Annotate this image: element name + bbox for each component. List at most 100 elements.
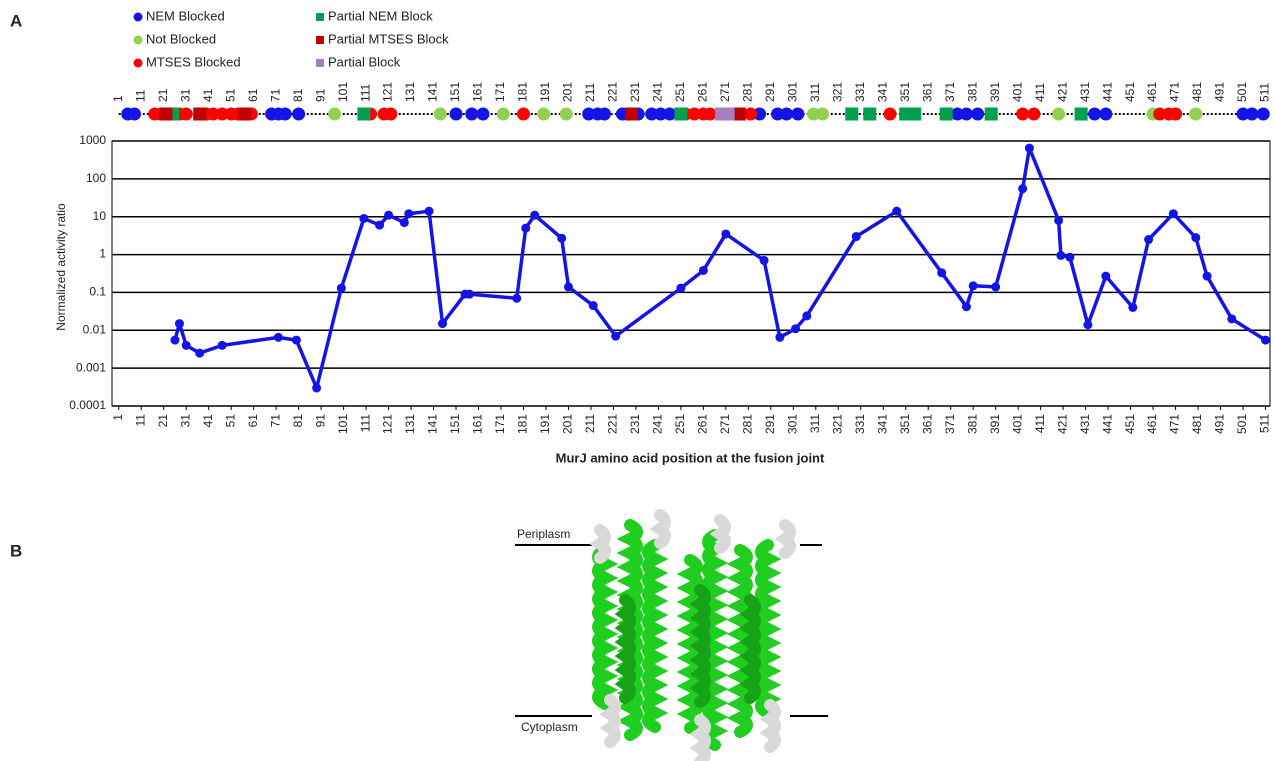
x-tick-label: 281 <box>741 414 755 434</box>
data-point <box>852 232 861 241</box>
x-tick-label: 351 <box>898 414 912 434</box>
x-tick-label: 171 <box>493 414 507 434</box>
legend-symbol <box>316 36 324 44</box>
y-tick-label: 0.1 <box>89 285 106 299</box>
track-tick-label: 341 <box>875 82 889 102</box>
figure: A B Normalized activity ratio MurJ amino… <box>0 0 1275 761</box>
track-marker <box>971 108 984 121</box>
x-tick-label: 111 <box>358 414 372 433</box>
x-tick-label: 271 <box>718 414 732 434</box>
data-point <box>1018 184 1027 193</box>
track-marker <box>733 108 746 121</box>
track-tick-label: 111 <box>358 83 372 102</box>
data-point <box>760 256 769 265</box>
track-tick-label: 221 <box>606 82 620 102</box>
track-marker <box>940 108 953 121</box>
track-marker <box>1189 108 1202 121</box>
track-marker <box>1246 108 1259 121</box>
data-point <box>384 211 393 220</box>
data-point <box>218 341 227 350</box>
track-marker <box>663 108 676 121</box>
track-marker <box>780 108 793 121</box>
track-marker <box>238 108 251 121</box>
y-tick-label: 1000 <box>79 133 106 147</box>
data-point <box>1128 303 1137 312</box>
track-marker <box>465 108 478 121</box>
data-point <box>969 281 978 290</box>
panel-label: B <box>10 541 22 560</box>
track-tick-label: 491 <box>1213 82 1227 102</box>
track-marker <box>497 108 510 121</box>
x-tick-label: 321 <box>830 414 844 434</box>
track-marker <box>704 108 717 121</box>
helix <box>700 720 705 761</box>
x-tick-label: 381 <box>965 414 979 434</box>
legend-label: Partial MTSES Block <box>328 31 449 46</box>
data-point <box>1083 320 1092 329</box>
track-marker <box>816 108 829 121</box>
x-tick-label: 391 <box>988 414 1002 434</box>
track-tick-label: 311 <box>808 83 822 102</box>
track-marker <box>193 108 206 121</box>
legend-label: Partial NEM Block <box>328 8 433 23</box>
track-tick-label: 391 <box>988 82 1002 102</box>
x-tick-label: 451 <box>1123 414 1137 434</box>
data-point <box>521 224 530 233</box>
x-tick-label: 471 <box>1168 414 1182 434</box>
track-marker <box>985 108 998 121</box>
x-tick-label: 441 <box>1100 414 1114 434</box>
data-point <box>791 324 800 333</box>
x-tick-label: 41 <box>201 414 215 428</box>
track-tick-label: 211 <box>583 83 597 102</box>
data-point <box>1227 314 1236 323</box>
track-marker <box>159 108 172 121</box>
x-tick-label: 341 <box>875 414 889 434</box>
legend-label: MTSES Blocked <box>146 54 241 69</box>
track-tick-label: 61 <box>246 88 260 102</box>
data-point <box>1169 209 1178 218</box>
track-marker <box>180 108 193 121</box>
helix <box>750 600 755 698</box>
track-marker <box>1088 108 1101 121</box>
x-tick-label: 11 <box>133 414 147 427</box>
x-tick-label: 141 <box>426 414 440 434</box>
track-marker <box>517 108 530 121</box>
x-tick-label: 71 <box>268 414 282 428</box>
x-tick-label: 481 <box>1190 414 1204 434</box>
x-tick-label: 401 <box>1010 414 1024 434</box>
x-tick-label: 511 <box>1258 414 1272 433</box>
y-axis-title: Normalized activity ratio <box>54 203 68 331</box>
data-point <box>589 301 598 310</box>
legend-symbol <box>316 13 324 21</box>
track-marker <box>722 108 735 121</box>
track-marker <box>845 108 858 121</box>
track-marker <box>1075 108 1088 121</box>
data-point <box>1203 272 1212 281</box>
track-marker <box>328 108 341 121</box>
track-tick-label: 461 <box>1145 82 1159 102</box>
x-tick-label: 251 <box>673 414 687 434</box>
track-marker <box>450 108 463 121</box>
data-point <box>962 302 971 311</box>
membrane-label: Cytoplasm <box>521 720 578 734</box>
x-tick-label: 61 <box>246 414 260 428</box>
track-marker <box>908 108 921 121</box>
x-tick-label: 181 <box>516 414 530 434</box>
x-tick-label: 461 <box>1145 414 1159 434</box>
x-tick-label: 31 <box>178 414 192 428</box>
track-tick-label: 21 <box>156 88 170 102</box>
x-tick-label: 501 <box>1235 414 1249 434</box>
track-marker <box>357 108 370 121</box>
data-point <box>557 234 566 243</box>
x-tick-label: 301 <box>785 414 799 434</box>
helix <box>770 705 775 747</box>
data-point <box>1191 233 1200 242</box>
helix <box>700 590 705 702</box>
track-tick-label: 431 <box>1078 82 1092 102</box>
track-tick-label: 511 <box>1258 83 1272 102</box>
track-marker <box>1016 108 1029 121</box>
data-point <box>699 266 708 275</box>
track-marker <box>434 108 447 121</box>
membrane-label: Periplasm <box>517 527 570 541</box>
legend-label: Partial Block <box>328 54 401 69</box>
